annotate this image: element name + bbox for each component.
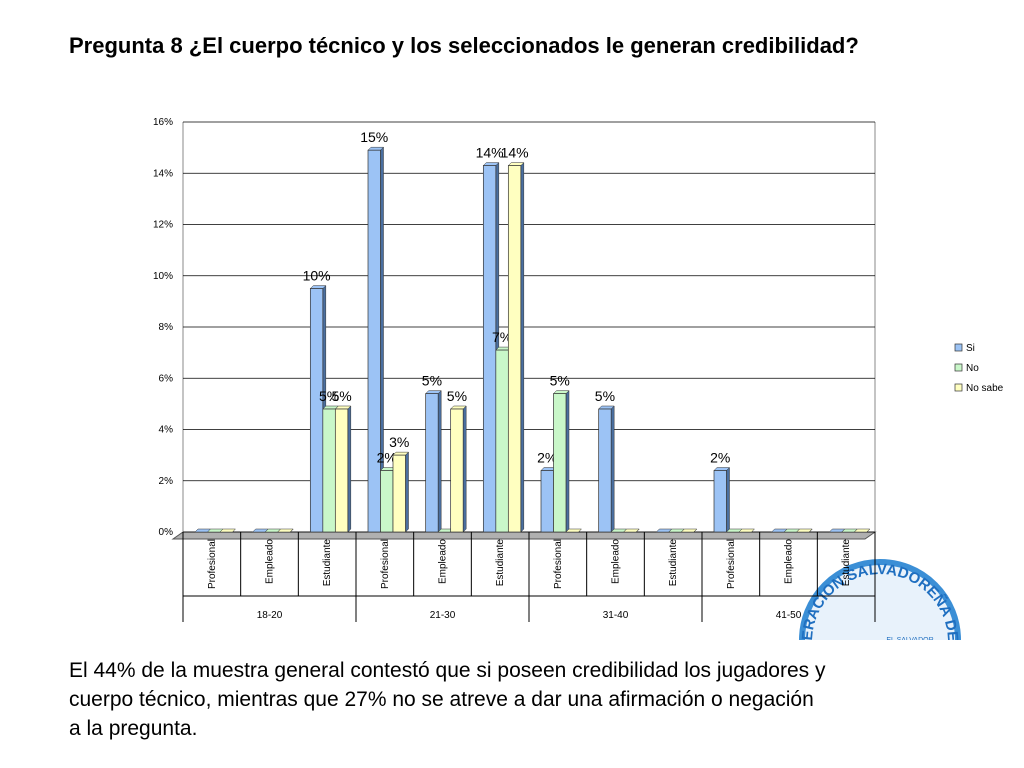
y-tick-label: 2% bbox=[159, 476, 174, 487]
value-label: 5% bbox=[319, 388, 339, 404]
x-tick-label: Profesional bbox=[207, 539, 218, 589]
chart: FEDERACION SALVADOREÑA DE FUTBOLEL SALVA… bbox=[153, 117, 1004, 640]
legend-swatch bbox=[954, 383, 963, 392]
bar-side bbox=[520, 161, 525, 533]
bar bbox=[309, 288, 324, 533]
legend-swatch bbox=[954, 343, 963, 352]
x-tick-label: Estudiante bbox=[322, 539, 333, 587]
y-tick-label: 8% bbox=[159, 322, 174, 333]
value-label: 14% bbox=[476, 145, 504, 161]
bar-top bbox=[680, 528, 698, 533]
group-label: 18-20 bbox=[257, 610, 283, 621]
bar-side bbox=[437, 390, 442, 533]
value-label: 2% bbox=[537, 450, 557, 466]
bar-side bbox=[405, 451, 409, 533]
logo-ring bbox=[799, 559, 961, 640]
y-tick-label: 16% bbox=[153, 117, 173, 128]
value-label: 5% bbox=[331, 388, 351, 404]
bar bbox=[425, 393, 439, 533]
bar-top bbox=[623, 528, 640, 533]
bar-top bbox=[598, 405, 615, 410]
logo: FEDERACION SALVADOREÑA DE FUTBOLEL SALVA… bbox=[799, 559, 961, 640]
bar bbox=[380, 470, 394, 533]
bar bbox=[482, 165, 497, 533]
bar-top bbox=[309, 285, 327, 289]
bar-top bbox=[738, 528, 756, 533]
bar-top bbox=[713, 467, 731, 471]
value-label: 14% bbox=[501, 145, 529, 161]
y-tick-label: 6% bbox=[159, 373, 174, 384]
x-tick-label: Estudiante bbox=[841, 539, 852, 587]
x-tick-label: Estudiante bbox=[495, 539, 506, 587]
y-tick-label: 0% bbox=[159, 527, 174, 538]
value-label: 5% bbox=[550, 373, 570, 389]
bar-top bbox=[565, 528, 583, 533]
value-label: 2% bbox=[710, 450, 730, 466]
y-tick-label: 12% bbox=[153, 220, 173, 231]
x-tick-label: Profesional bbox=[726, 539, 737, 589]
bar-side bbox=[726, 466, 730, 533]
bar-side bbox=[347, 405, 352, 533]
value-label: 5% bbox=[447, 388, 467, 404]
value-label: 3% bbox=[389, 434, 409, 450]
y-tick-label: 10% bbox=[153, 271, 173, 282]
bar bbox=[553, 393, 567, 533]
bar-side bbox=[610, 405, 615, 533]
legend-label: No bbox=[966, 363, 979, 374]
legend-swatch bbox=[954, 363, 963, 372]
bar bbox=[540, 470, 554, 533]
bar-top bbox=[392, 451, 410, 456]
bar-top bbox=[482, 162, 500, 166]
x-tick-label: Empleado bbox=[611, 539, 622, 584]
bar-top bbox=[552, 390, 570, 394]
x-tick-label: Empleado bbox=[784, 539, 795, 584]
y-tick-label: 4% bbox=[159, 425, 174, 436]
legend-label: Si bbox=[966, 343, 975, 354]
group-label: 41-50 bbox=[776, 610, 802, 621]
group-label: 31-40 bbox=[603, 610, 629, 621]
value-label: 10% bbox=[303, 268, 331, 284]
legend-label: No sabe bbox=[966, 383, 1004, 394]
logo-country: EL SALVADOR bbox=[886, 637, 933, 640]
summary: El 44% de la muestra general contestó qu… bbox=[69, 659, 826, 740]
bar bbox=[322, 408, 336, 533]
bar-top bbox=[450, 405, 467, 410]
x-tick-label: Empleado bbox=[265, 539, 276, 584]
bar-top bbox=[853, 528, 871, 533]
value-label: 7% bbox=[492, 329, 512, 345]
bar-top bbox=[367, 146, 385, 151]
bar bbox=[367, 149, 381, 533]
x-tick-label: Estudiante bbox=[668, 539, 679, 587]
bar-top bbox=[334, 405, 352, 410]
bar-side bbox=[565, 390, 570, 533]
bar-top bbox=[796, 528, 813, 533]
bar bbox=[507, 165, 522, 533]
title-text: ¿El cuerpo técnico y los seleccionados l… bbox=[188, 33, 859, 58]
bar-top bbox=[219, 528, 237, 533]
bar-top bbox=[425, 390, 442, 394]
value-label: 15% bbox=[360, 129, 388, 145]
bar-top bbox=[277, 528, 294, 533]
x-tick-label: Profesional bbox=[553, 539, 564, 589]
value-label: 5% bbox=[595, 388, 615, 404]
value-label: 5% bbox=[422, 373, 442, 389]
value-label: 2% bbox=[377, 450, 397, 466]
bar bbox=[598, 408, 612, 533]
floor bbox=[171, 531, 877, 540]
bar bbox=[334, 408, 349, 533]
bar bbox=[450, 408, 464, 533]
y-tick-label: 14% bbox=[153, 168, 173, 179]
title: Pregunta 8 ¿El cuerpo técnico y los sele… bbox=[69, 32, 969, 60]
bar-side bbox=[462, 405, 467, 533]
bar bbox=[392, 454, 406, 533]
group-label: 21-30 bbox=[430, 610, 456, 621]
bar-top bbox=[507, 162, 525, 166]
bar bbox=[495, 349, 509, 533]
title-label: Pregunta 8 bbox=[69, 33, 183, 58]
x-tick-label: Profesional bbox=[380, 539, 391, 589]
bar bbox=[713, 470, 727, 533]
x-tick-label: Empleado bbox=[438, 539, 449, 584]
